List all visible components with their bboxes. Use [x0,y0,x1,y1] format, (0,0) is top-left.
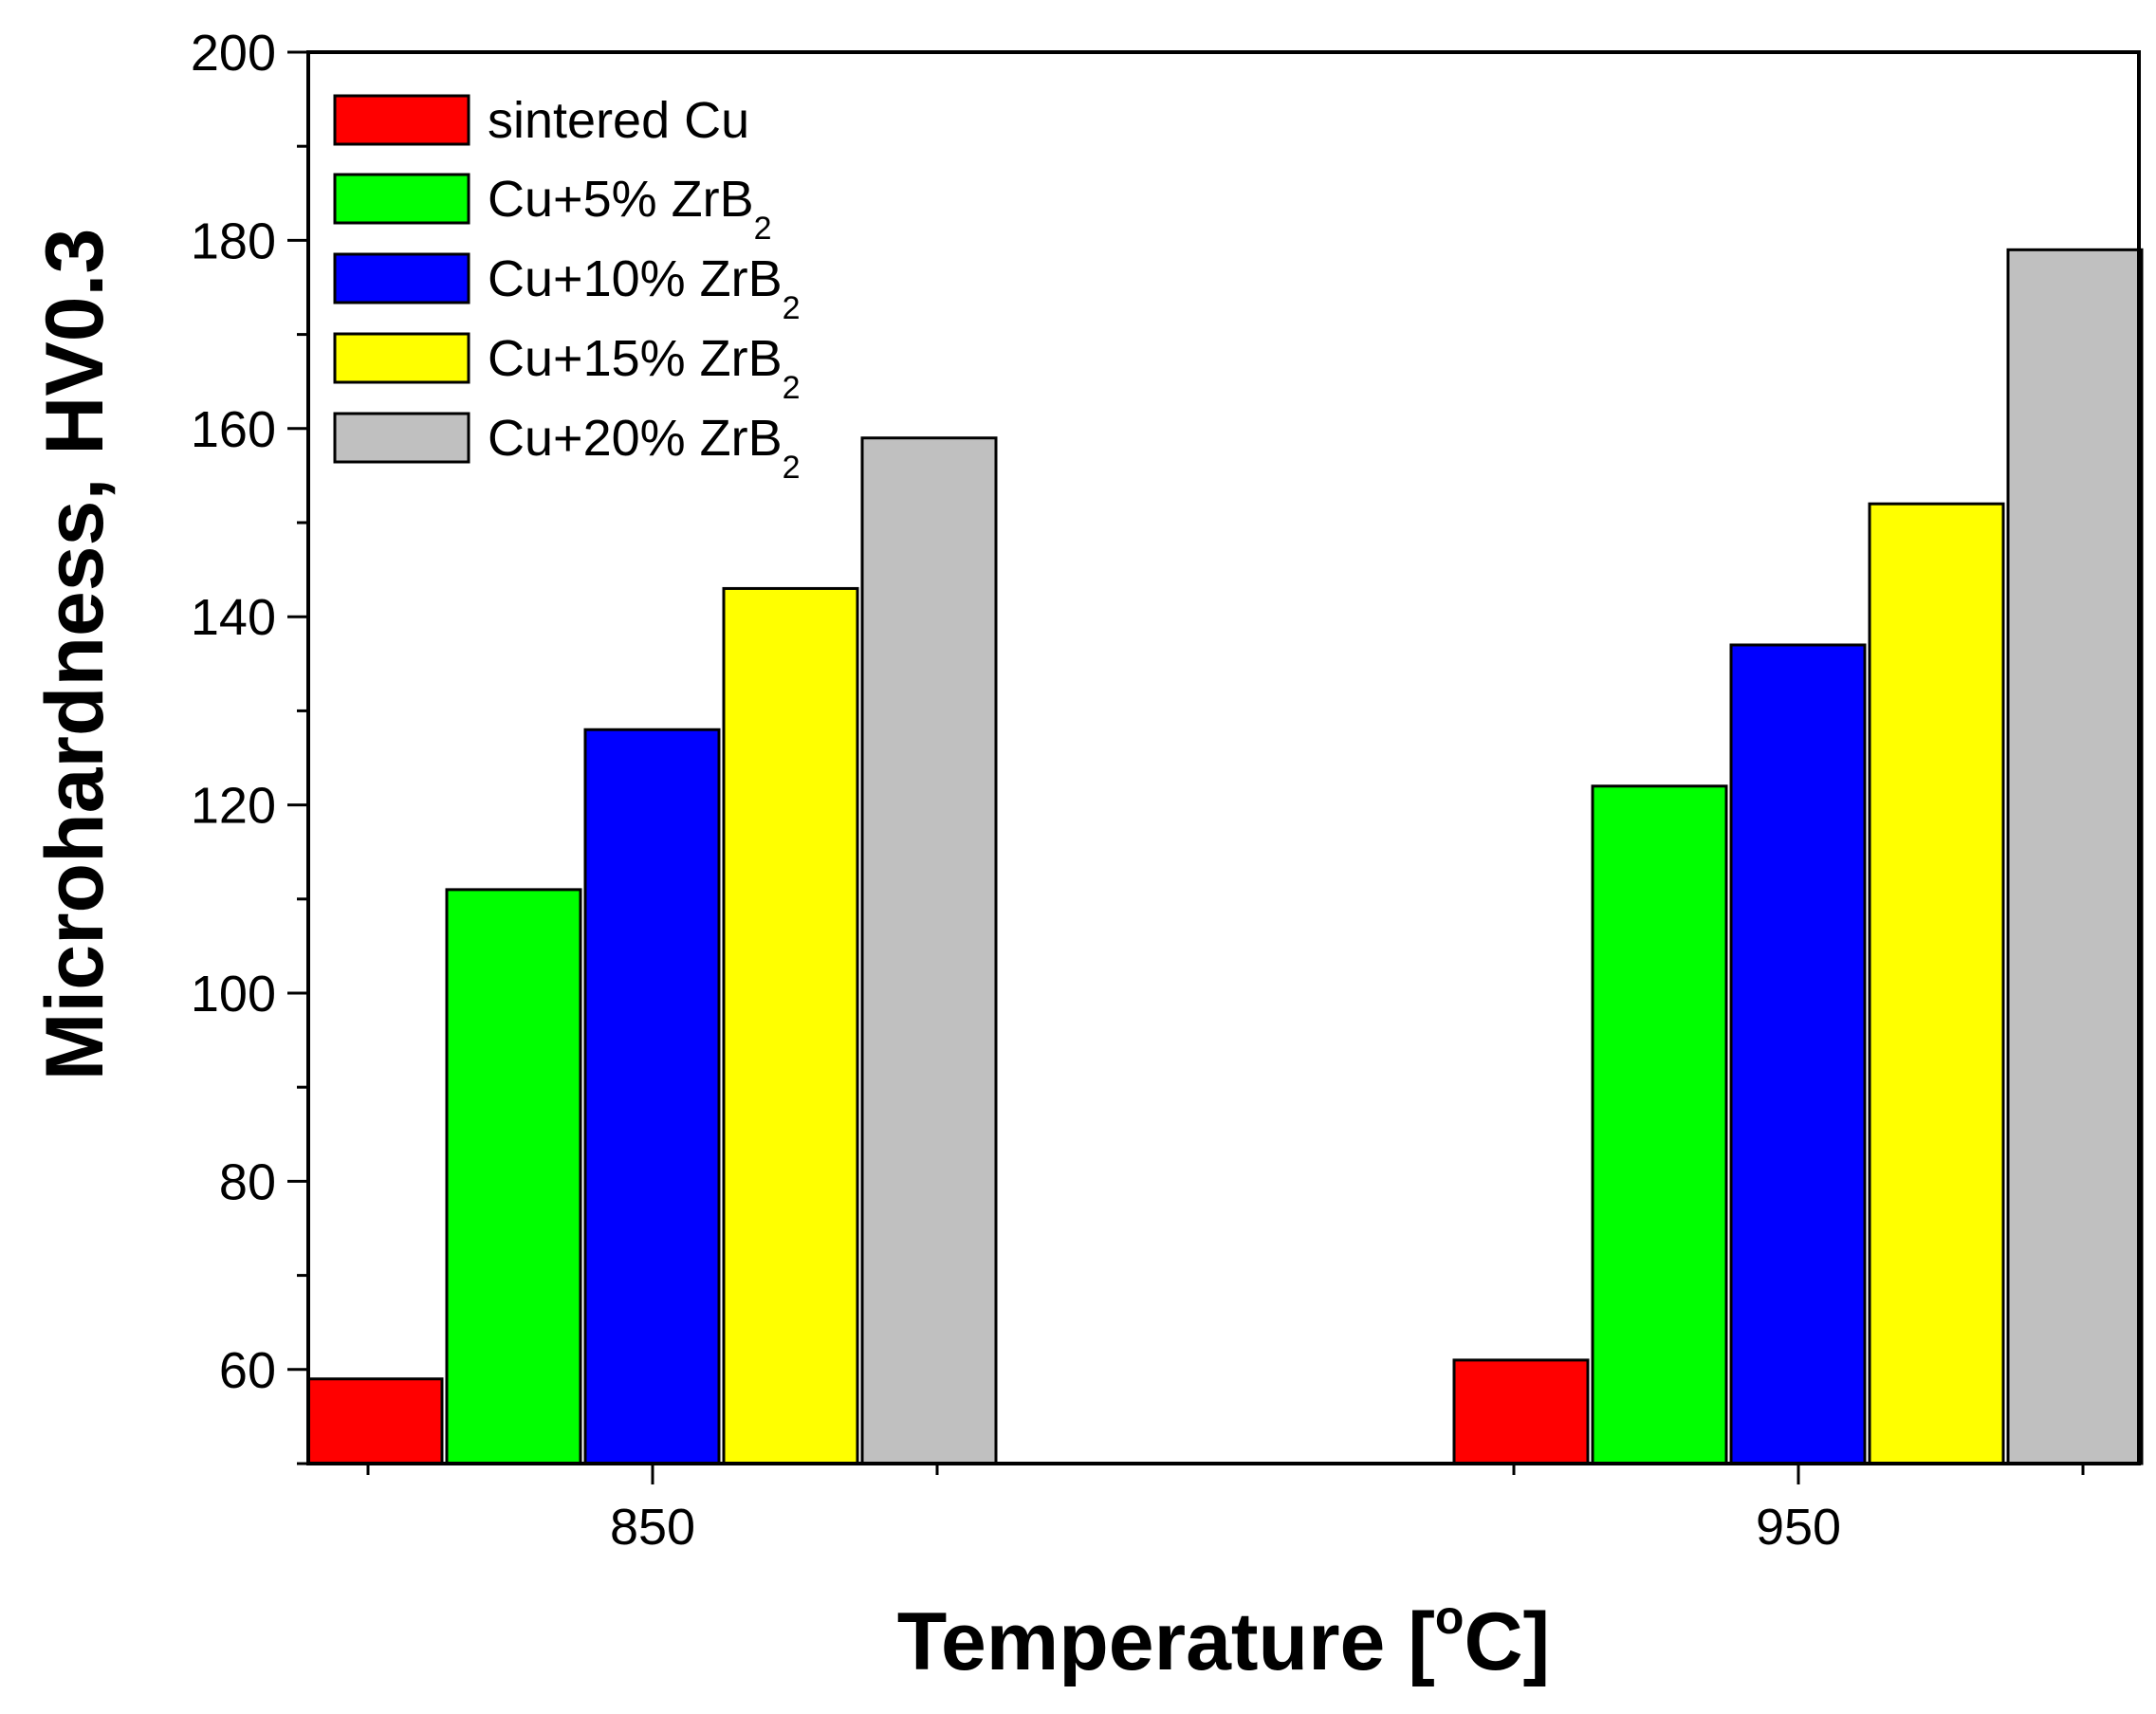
y-axis: 60 80 100 120 140 160 180 200 [191,25,308,1465]
legend-label-3: Cu+10% ZrB2 [488,250,801,326]
legend-swatch-1 [333,94,470,146]
bar-5-850 [860,436,998,1465]
bar-4-850 [722,586,859,1465]
legend-label-main: Cu+15% ZrB [488,330,783,387]
y-tick-label: 100 [191,966,276,1023]
bars-layer [306,248,2144,1465]
legend-swatch-2 [333,173,470,225]
legend-label-4: Cu+15% ZrB2 [488,330,801,406]
x-axis-title-superscript: o [1435,1591,1465,1644]
legend-label-subscript: 2 [783,370,801,406]
x-axis-title: Temperature [oC] [897,1591,1550,1687]
legend-label-subscript: 2 [783,290,801,326]
y-tick-label: 140 [191,589,276,646]
legend-label-subscript: 2 [783,450,801,486]
legend-label-main: Cu+5% ZrB [488,171,754,228]
bar-2-850 [445,888,582,1465]
bar-1-850 [306,1377,444,1465]
bar-4-950 [1868,502,2005,1465]
legend-label-1: sintered Cu [488,92,749,149]
bar-5-950 [2006,248,2144,1465]
legend-label-main: Cu+20% ZrB [488,410,783,467]
y-tick-label: 60 [219,1342,276,1399]
plot-frame [306,50,2141,1465]
y-axis-title: Microhardness, HV0.3 [29,229,120,1081]
y-tick-label: 200 [191,25,276,82]
x-tick-label-950: 950 [1756,1499,1841,1556]
x-axis: 850 950 [366,1464,2085,1556]
legend-label-2: Cu+5% ZrB2 [488,171,772,247]
x-tick-label-850: 850 [610,1499,695,1556]
legend-label-main: Cu+10% ZrB [488,250,783,307]
bar-3-850 [583,728,721,1465]
y-tick-label: 180 [191,212,276,269]
legend-label-subscript: 2 [754,211,772,247]
bar-1-950 [1452,1358,1590,1465]
legend-swatch-4 [333,332,470,384]
legend-label-5: Cu+20% ZrB2 [488,410,801,486]
legend-label-main: sintered Cu [488,92,749,149]
bar-3-950 [1729,643,1867,1465]
bar-2-950 [1591,784,1728,1465]
legend-swatch-5 [333,412,470,464]
y-tick-label: 80 [219,1153,276,1210]
x-axis-title-unit: C] [1464,1596,1550,1687]
legend-swatch-3 [333,252,470,304]
y-tick-label: 120 [191,778,276,835]
x-axis-title-text: Temperature [ [897,1596,1435,1687]
y-tick-label: 160 [191,401,276,458]
